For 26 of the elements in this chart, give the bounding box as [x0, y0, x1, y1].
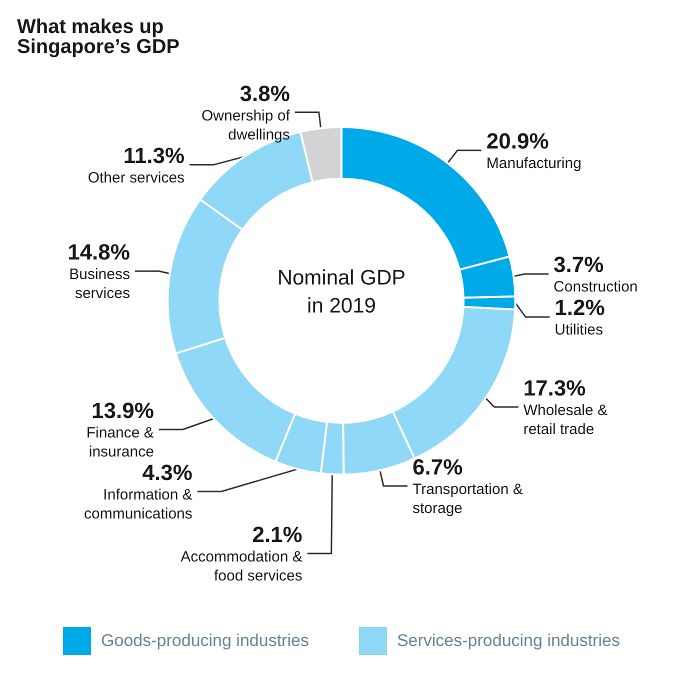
- slice-label: Utilities: [554, 322, 604, 339]
- data-label: 3.8%: [240, 80, 290, 106]
- data-label: 4.3%: [142, 460, 192, 485]
- slice-label: Accommodation & food services: [180, 548, 302, 584]
- data-label: 2.1%: [252, 522, 302, 547]
- slice-label: Ownership of dwellings: [202, 107, 291, 144]
- data-label: 13.9%: [92, 398, 154, 423]
- slice-label: Manufacturing: [486, 154, 582, 172]
- data-label: 1.2%: [554, 295, 605, 320]
- data-label: 20.9%: [486, 128, 549, 154]
- data-label: 3.7%: [554, 252, 604, 278]
- slice-label: Wholesale & retail trade: [523, 402, 608, 438]
- slice-label: Transportation & storage: [412, 480, 523, 517]
- chart-title: What makes up Singapore’s GDP: [17, 16, 180, 58]
- data-label: 11.3%: [123, 142, 185, 168]
- slice-label: Finance & insurance: [86, 424, 154, 460]
- data-label: 6.7%: [412, 454, 463, 480]
- slice-label: Information & communications: [84, 486, 192, 522]
- text: Goods-producing industries: [101, 630, 309, 650]
- slice-label: Construction: [554, 278, 638, 296]
- data-label: 14.8%: [68, 240, 130, 265]
- slice-label: Other services: [88, 169, 185, 186]
- text: Services-producing industries: [396, 630, 620, 650]
- text: Nominal GDP in 2019: [277, 266, 406, 318]
- slice-label: Business services: [69, 266, 130, 302]
- data-label: 17.3%: [523, 376, 586, 401]
